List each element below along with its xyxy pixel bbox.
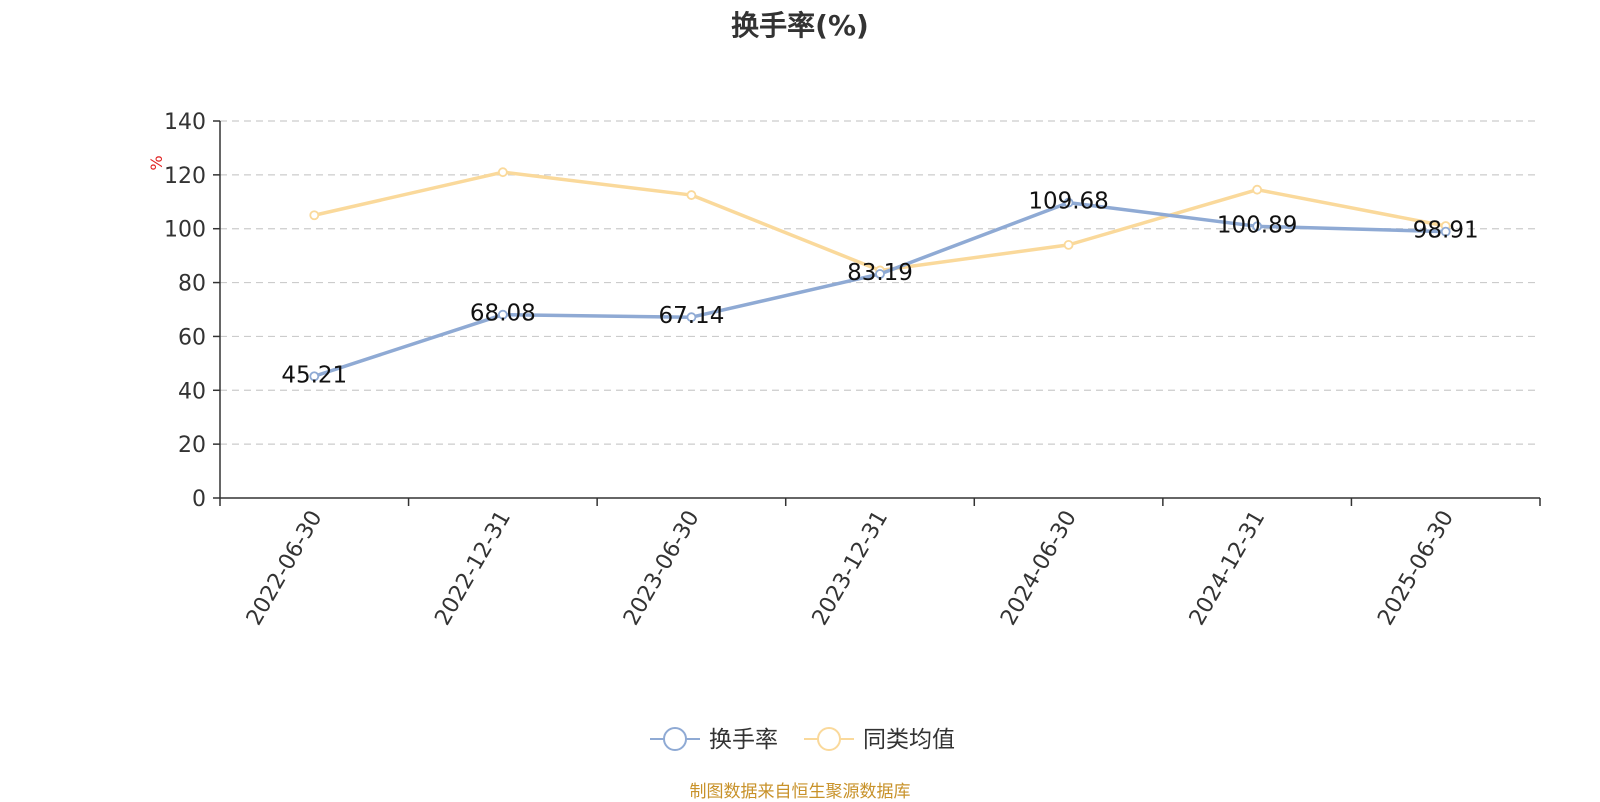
- y-tick-label: 0: [192, 487, 206, 512]
- data-label: 68.08: [470, 301, 536, 327]
- data-point: [309, 371, 320, 382]
- y-axis-unit-label: %: [147, 155, 166, 170]
- data-label: 109.68: [1028, 189, 1108, 215]
- data-point: [686, 312, 697, 323]
- x-tick-label: 2022-06-30: [242, 507, 328, 630]
- x-tick-label: 2024-06-30: [996, 507, 1082, 630]
- data-point: [686, 190, 697, 200]
- legend: 换手率 同类均值: [650, 727, 955, 753]
- data-point: [1252, 184, 1263, 195]
- data-label: 83.19: [847, 260, 913, 286]
- y-tick-label: 120: [164, 164, 206, 189]
- data-point: [1252, 221, 1263, 232]
- legend-marker: [663, 727, 687, 751]
- y-tick-label: 60: [178, 325, 206, 350]
- axes: 0 20 40 60 80 100 120 140% 2022-06-30 2022-12-31 2…: [147, 110, 1541, 630]
- legend-marker: [817, 727, 841, 751]
- data-point: [875, 269, 885, 279]
- chart-title: 换手率(%): [731, 9, 869, 42]
- data-point: [1063, 239, 1074, 250]
- data-label: 98.91: [1413, 218, 1479, 244]
- y-tick-label: 100: [164, 218, 206, 243]
- data-point: [1063, 197, 1074, 208]
- y-tick-label: 40: [178, 379, 206, 404]
- data-point: [309, 210, 320, 221]
- legend-label: 换手率: [709, 727, 778, 753]
- data-label: 100.89: [1217, 212, 1297, 238]
- data-label: 67.14: [658, 303, 724, 329]
- x-tick-label: 2022-12-31: [430, 507, 516, 630]
- legend-label: 同类均值: [863, 727, 955, 753]
- data-point: [497, 167, 508, 178]
- data-labels: 45.21 68.08 67.14 83.19 109.68 100.89 98.91: [281, 189, 1478, 389]
- legend-item: 换手率: [650, 727, 778, 753]
- x-tick-label: 2025-06-30: [1373, 507, 1459, 630]
- y-tick-label: 20: [178, 433, 206, 458]
- y-tick-label: 140: [164, 110, 206, 135]
- x-tick-label: 2023-12-31: [808, 507, 894, 630]
- series-lines: [309, 167, 1451, 382]
- x-tick-label: 2024-12-31: [1185, 507, 1271, 630]
- legend-item: 同类均值: [804, 727, 955, 753]
- source-note: 制图数据来自恒生聚源数据库: [689, 782, 911, 802]
- data-point: [497, 309, 508, 320]
- y-tick-label: 80: [178, 272, 206, 297]
- data-label: 45.21: [281, 362, 347, 388]
- x-tick-label: 2023-06-30: [619, 507, 705, 630]
- data-point: [1440, 226, 1451, 237]
